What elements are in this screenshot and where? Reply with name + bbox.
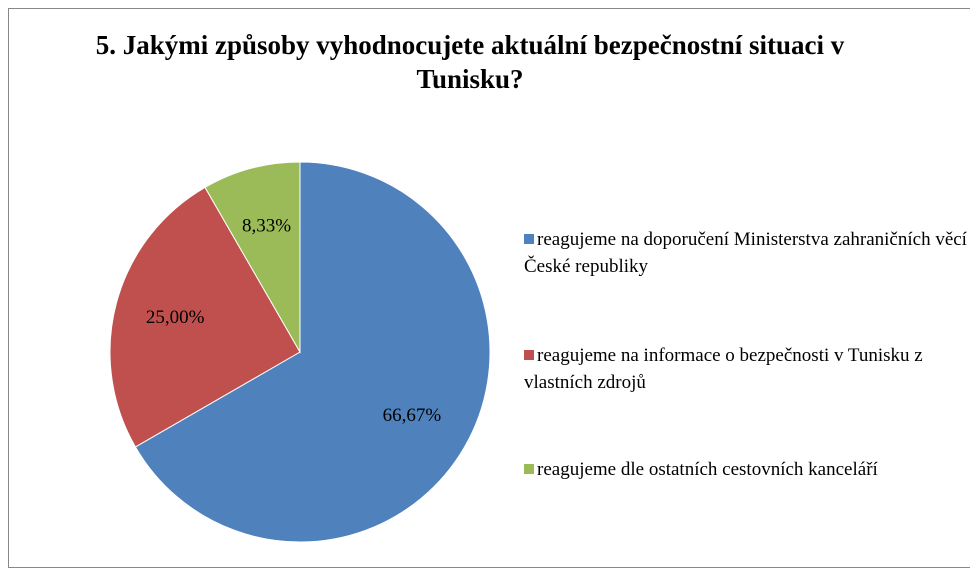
data-label: 8,33% <box>242 216 291 237</box>
legend-swatch <box>524 464 534 474</box>
legend-entry: reagujeme dle ostatních cestovních kance… <box>524 456 970 483</box>
legend-entry: reagujeme na informace o bezpečnosti v T… <box>524 342 970 396</box>
chart-title: 5. Jakými způsoby vyhodnocujete aktuální… <box>95 30 845 94</box>
legend-entry: reagujeme na doporučení Ministerstva zah… <box>524 226 970 280</box>
legend-swatch <box>524 234 534 244</box>
pie-slice <box>109 186 301 448</box>
legend-label: reagujeme dle ostatních cestovních kance… <box>537 459 878 480</box>
legend-label: reagujeme na informace o bezpečnosti v T… <box>524 345 923 393</box>
legend-swatch <box>524 350 534 360</box>
pie-slice <box>134 161 491 543</box>
chart: 66,67% 25,00% 8,33% <box>109 161 491 543</box>
data-label: 66,67% <box>383 405 442 426</box>
data-label: 25,00% <box>146 307 205 328</box>
legend-label: reagujeme na doporučení Ministerstva zah… <box>524 229 967 277</box>
pie-slice <box>204 161 301 354</box>
